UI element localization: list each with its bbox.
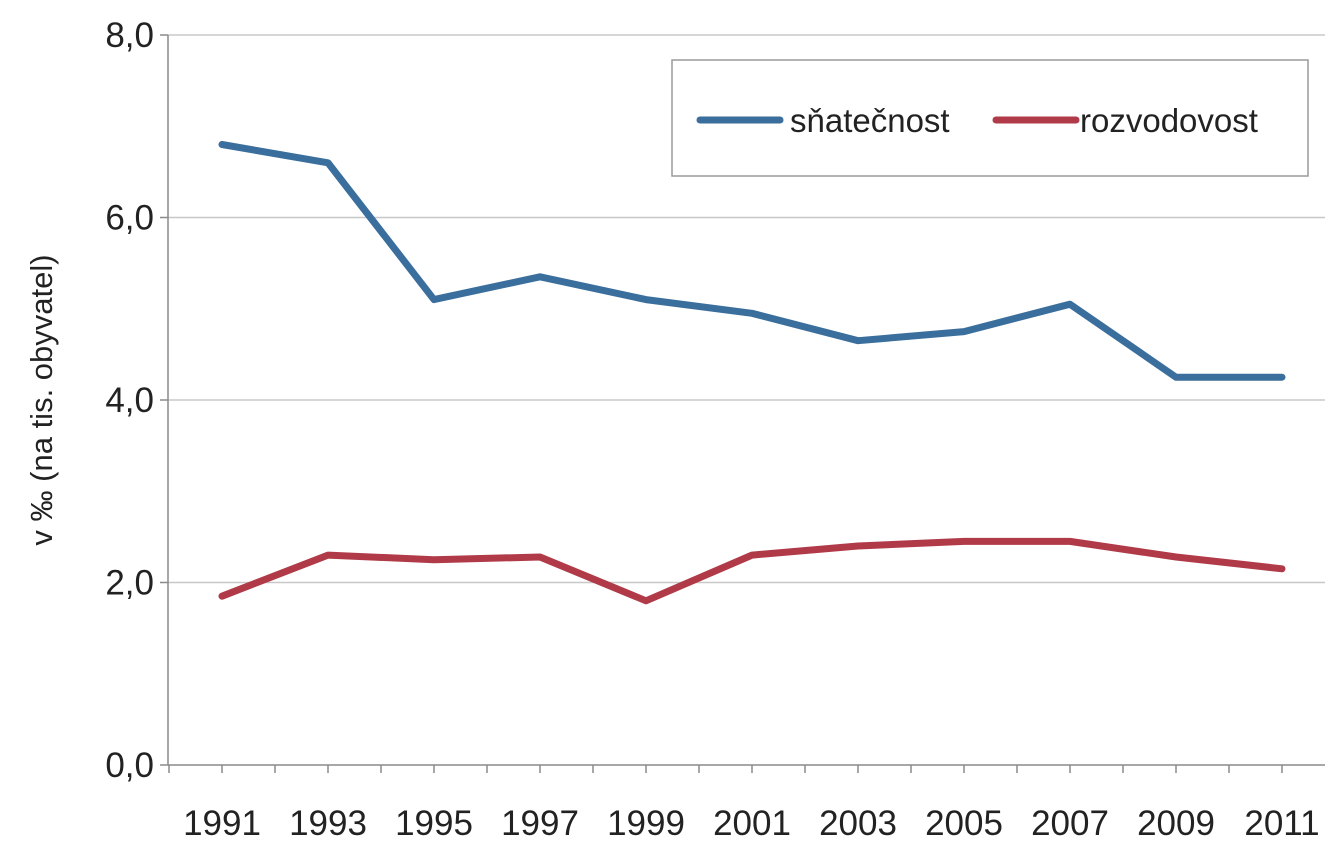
series-layer (218, 141, 1286, 605)
legend-label-2: rozvodovost (1080, 102, 1258, 139)
y-tick-labels: 0,0 2,0 4,0 6,0 8,0 (105, 16, 154, 785)
legend: sňatečnost rozvodovost (671, 59, 1309, 177)
x-tick-label: 2001 (713, 804, 791, 843)
series-line-1 (218, 141, 1286, 381)
x-tick-label: 2011 (1244, 804, 1319, 843)
x-tick-label: 1993 (289, 804, 367, 843)
x-tick-label: 1995 (395, 804, 473, 843)
y-tick-label: 2,0 (105, 564, 154, 603)
axes (160, 34, 1325, 773)
x-tick-label: 2005 (925, 804, 1003, 843)
x-tick-label: 2009 (1137, 804, 1215, 843)
y-tick-label: 4,0 (105, 381, 154, 420)
y-axis-title: v ‰ (na tis. obyvatel) (24, 254, 59, 545)
x-tick-label: 1999 (607, 804, 685, 843)
gridlines (168, 34, 1325, 584)
legend-label-1: sňatečnost (790, 102, 950, 139)
x-tick-label: 2007 (1031, 804, 1109, 843)
series-line-2 (218, 537, 1286, 605)
x-tick-label: 1997 (501, 804, 579, 843)
y-tick-label: 6,0 (105, 199, 154, 238)
y-tick-label: 8,0 (105, 16, 154, 55)
x-tick-label: 2003 (819, 804, 897, 843)
x-tick-labels: 1991 1993 1995 1997 1999 2001 2003 2005 2007 2009… (183, 804, 1320, 843)
x-tick-label: 1991 (183, 804, 261, 843)
y-tick-label: 0,0 (105, 746, 154, 785)
